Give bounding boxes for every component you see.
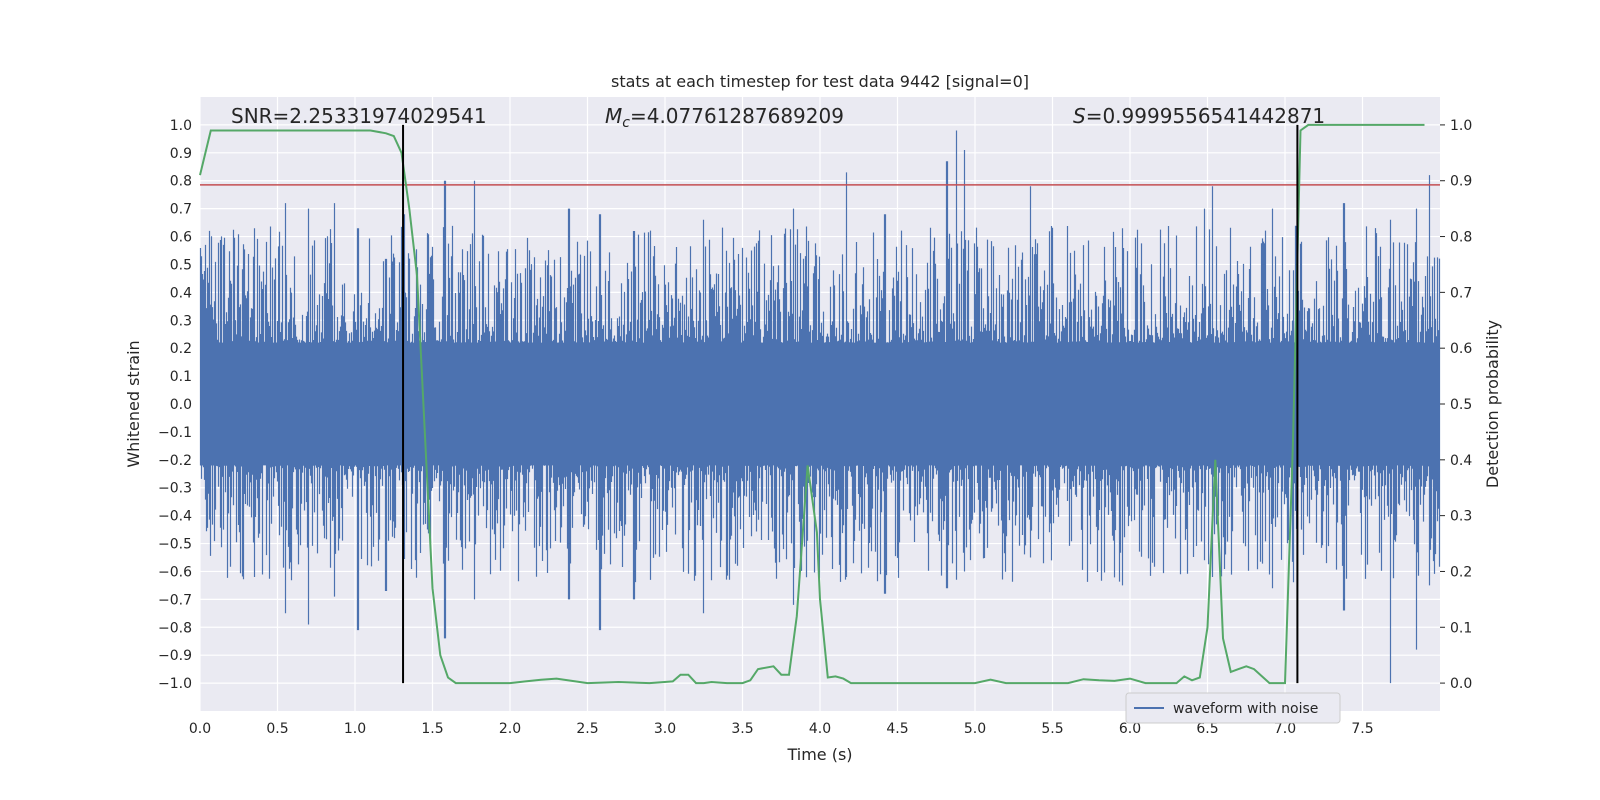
s-symbol: S (1073, 104, 1086, 128)
chirp-mass-symbol: M (605, 104, 622, 128)
y-right-tick-label: 0.3 (1450, 509, 1472, 525)
x-tick-label: 7.0 (1274, 721, 1296, 737)
y-left-axis-ticks: 1.0 0.9 0.8 0.7 0.6 0.5 0.4 0.3 0.2 0.1 0.0 −0.1 −0.… (158, 118, 192, 692)
x-tick-label: 2.0 (499, 721, 521, 737)
y-left-tick-label: 0.8 (170, 174, 192, 190)
x-tick-label: 2.5 (576, 721, 598, 737)
legend: waveform with noise (1125, 692, 1341, 724)
y-left-tick-label: −0.5 (158, 537, 192, 553)
y-left-tick-label: 0.0 (170, 397, 192, 413)
y-right-tick-label: 0.1 (1450, 620, 1472, 636)
y-left-tick-label: −0.7 (158, 592, 192, 608)
x-tick-label: 3.5 (731, 721, 753, 737)
y-right-tick-label: 0.0 (1450, 676, 1472, 692)
y-left-tick-label: 0.3 (170, 313, 192, 329)
y-right-tick-label: 0.4 (1450, 453, 1472, 469)
vertical-markers (402, 124, 1299, 684)
x-tick-label: 5.5 (1041, 721, 1063, 737)
y-left-tick-label: −0.8 (158, 620, 192, 636)
probability-series (199, 123, 1425, 685)
chart-title: stats at each timestep for test data 944… (611, 72, 1029, 91)
y-right-tick-label: 1.0 (1450, 118, 1472, 134)
chirp-mass-annotation: Mc=4.07761287689209 (605, 104, 844, 131)
x-tick-label: 7.5 (1351, 721, 1373, 737)
y-left-tick-label: −1.0 (158, 676, 192, 692)
x-tick-label: 1.0 (344, 721, 366, 737)
chirp-mass-subscript: c (622, 115, 630, 131)
y-left-tick-label: −0.9 (158, 648, 192, 664)
y-right-tick-label: 0.5 (1450, 397, 1472, 413)
x-tick-label: 4.5 (886, 721, 908, 737)
s-annotation: S=0.9999556541442871 (1073, 104, 1325, 128)
y-right-tick-label: 0.2 (1450, 564, 1472, 580)
y-right-axis-label: Detection probability (1483, 320, 1502, 488)
x-axis-label: Time (s) (786, 745, 852, 764)
y-left-tick-label: −0.6 (158, 564, 192, 580)
x-axis-ticks: 0.0 0.5 1.0 1.5 2.0 2.5 3.0 3.5 4.0 4.5 5.0 5.5 6.0 6… (189, 721, 1374, 737)
y-right-axis-ticks: 1.0 0.9 0.8 0.7 0.6 0.5 0.4 0.3 0.2 0.1 0.0 (1440, 118, 1472, 692)
x-tick-label: 0.5 (266, 721, 288, 737)
legend-label: waveform with noise (1173, 701, 1318, 717)
probability-line (199, 123, 1425, 685)
y-left-tick-label: −0.2 (158, 453, 192, 469)
x-tick-label: 6.0 (1119, 721, 1141, 737)
snr-annotation: SNR=2.25331974029541 (231, 104, 487, 128)
y-right-tick-label: 0.6 (1450, 341, 1472, 357)
y-left-tick-label: 0.6 (170, 230, 192, 246)
x-tick-label: 1.5 (421, 721, 443, 737)
x-tick-label: 4.0 (809, 721, 831, 737)
y-left-axis-label: Whitened strain (124, 340, 143, 467)
y-right-tick-label: 0.8 (1450, 230, 1472, 246)
y-left-tick-label: 0.1 (170, 369, 192, 385)
y-left-tick-label: −0.3 (158, 481, 192, 497)
y-left-tick-label: 0.4 (170, 285, 192, 301)
legend-box (1125, 692, 1341, 724)
y-left-tick-label: 0.7 (170, 202, 192, 218)
y-left-tick-label: 1.0 (170, 118, 192, 134)
chirp-mass-value: =4.07761287689209 (630, 104, 844, 128)
y-left-tick-label: −0.1 (158, 425, 192, 441)
y-right-tick-label: 0.9 (1450, 174, 1472, 190)
s-value: =0.9999556541442871 (1086, 104, 1325, 128)
x-tick-label: 0.0 (189, 721, 211, 737)
y-right-tick-label: 0.7 (1450, 285, 1472, 301)
x-tick-label: 6.5 (1196, 721, 1218, 737)
x-tick-label: 5.0 (964, 721, 986, 737)
y-left-tick-label: 0.5 (170, 257, 192, 273)
waveform-core (200, 348, 1440, 460)
y-left-tick-label: 0.9 (170, 146, 192, 162)
y-left-tick-label: −0.4 (158, 509, 192, 525)
y-left-tick-label: 0.2 (170, 341, 192, 357)
x-tick-label: 3.0 (654, 721, 676, 737)
waveform-series (199, 130, 1441, 684)
